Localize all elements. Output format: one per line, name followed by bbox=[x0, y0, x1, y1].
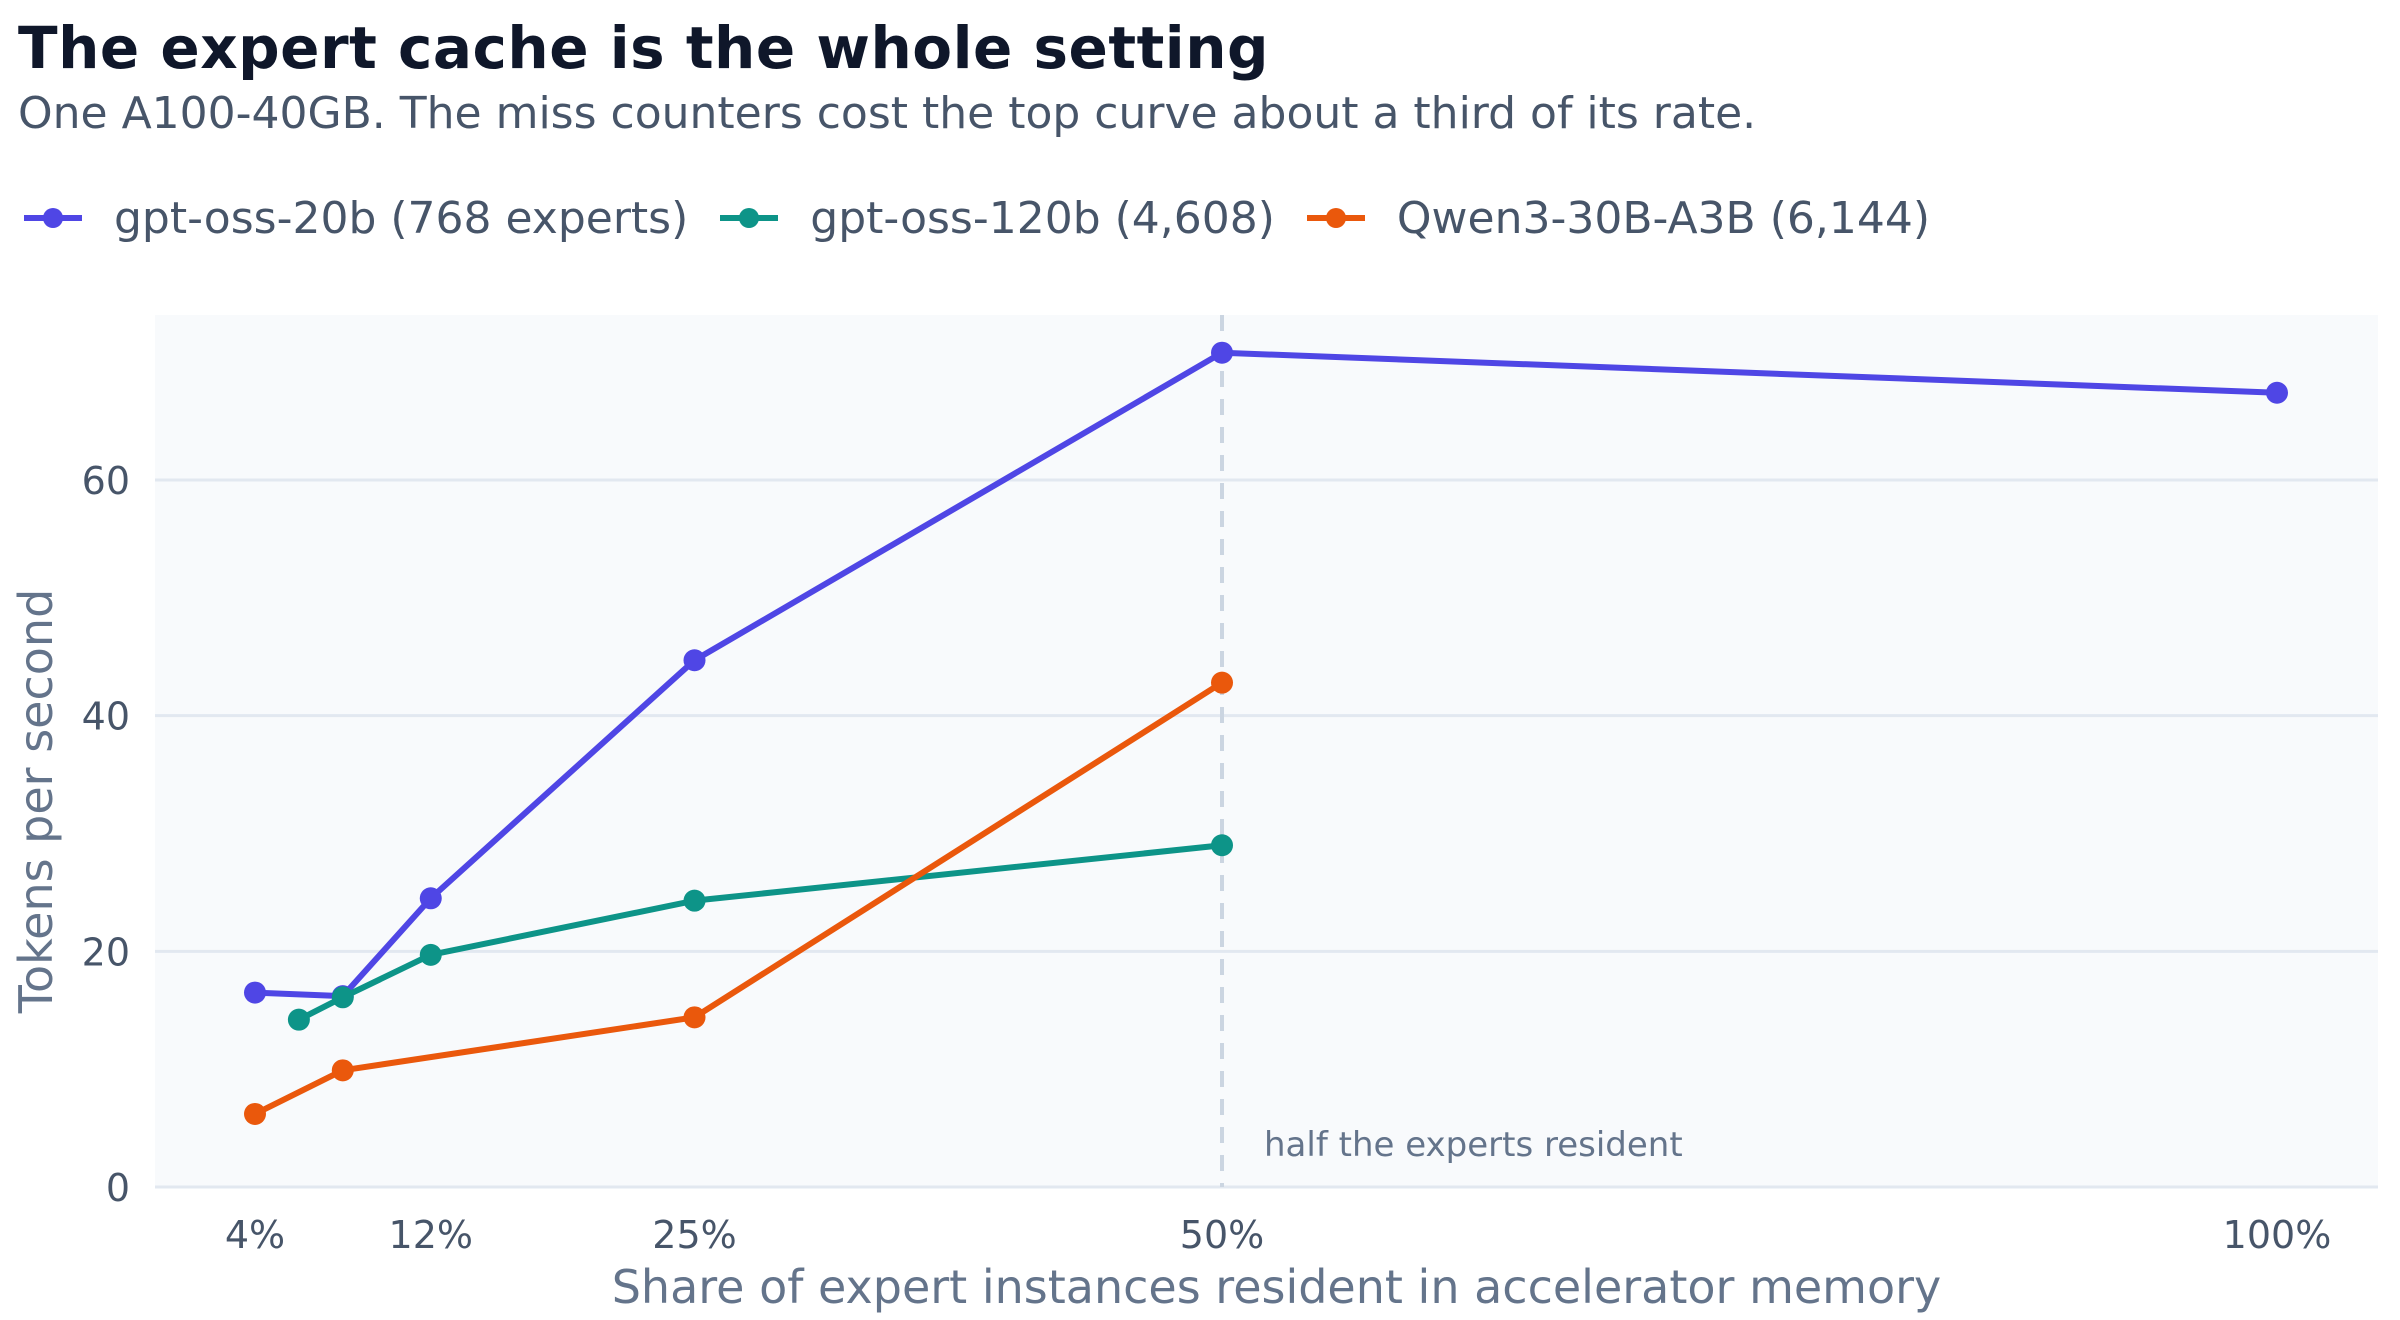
legend-item-gpt-oss-20b: gpt-oss-20b (768 experts) bbox=[24, 193, 688, 244]
y-tick-label-20: 20 bbox=[82, 930, 130, 974]
data-point-gpt-oss-20b-4 bbox=[1211, 341, 1234, 364]
x-tick-label-4pct: 4% bbox=[225, 1213, 285, 1257]
x-tick-label-50pct: 50% bbox=[1180, 1213, 1264, 1257]
legend-label-qwen3-30b: Qwen3-30B-A3B (6,144) bbox=[1396, 192, 1931, 244]
legend-swatch-gpt-oss-120b bbox=[720, 208, 779, 228]
legend-label-gpt-oss-120b: gpt-oss-120b (4,608) bbox=[810, 192, 1275, 244]
data-point-gpt-oss-120b-0 bbox=[287, 1008, 310, 1031]
legend-item-gpt-oss-120b: gpt-oss-120b (4,608) bbox=[720, 193, 1275, 244]
data-point-gpt-oss-20b-0 bbox=[244, 981, 266, 1004]
data-point-gpt-oss-120b-1 bbox=[331, 986, 354, 1009]
data-point-gpt-oss-120b-2 bbox=[419, 943, 442, 966]
legend-swatch-qwen3-30b bbox=[1306, 208, 1365, 228]
legend-swatch-gpt-oss-20b bbox=[24, 208, 82, 228]
data-point-qwen3-30b-3 bbox=[1211, 671, 1234, 694]
legend-label-gpt-oss-20b: gpt-oss-20b (768 experts) bbox=[114, 192, 689, 244]
legend: gpt-oss-20b (768 experts) gpt-oss-120b (… bbox=[24, 188, 1962, 248]
data-point-qwen3-30b-0 bbox=[244, 1102, 266, 1125]
annotation-label-half: half the experts resident bbox=[1264, 1125, 1683, 1165]
y-axis-label: Tokens per second bbox=[9, 589, 63, 1015]
series-line-qwen3-30b bbox=[252, 679, 1226, 1117]
series-line-gpt-oss-20b bbox=[252, 349, 2280, 1000]
plot-background bbox=[155, 315, 2378, 1187]
x-tick-label-25pct: 25% bbox=[652, 1213, 736, 1257]
x-tick-label-100pct: 100% bbox=[2223, 1213, 2332, 1257]
data-point-gpt-oss-20b-3 bbox=[683, 649, 706, 672]
data-point-qwen3-30b-1 bbox=[331, 1059, 354, 1082]
x-axis-label: Share of expert instances resident in ac… bbox=[612, 1260, 1942, 1314]
data-point-gpt-oss-20b-5 bbox=[2266, 381, 2288, 404]
x-tick-label-12pct: 12% bbox=[389, 1213, 473, 1257]
chart-subtitle: One A100-40GB. The miss counters cost th… bbox=[18, 88, 1757, 139]
legend-item-qwen3-30b: Qwen3-30B-A3B (6,144) bbox=[1306, 192, 1931, 244]
y-tick-label-40: 40 bbox=[82, 695, 130, 739]
y-tick-label-0: 0 bbox=[106, 1166, 130, 1210]
data-point-gpt-oss-20b-2 bbox=[419, 887, 442, 910]
data-point-gpt-oss-120b-3 bbox=[683, 889, 706, 912]
chart-title: The expert cache is the whole setting bbox=[18, 14, 1269, 82]
data-point-qwen3-30b-2 bbox=[683, 1006, 706, 1029]
data-point-gpt-oss-120b-4 bbox=[1211, 834, 1234, 857]
y-tick-label-60: 60 bbox=[82, 459, 130, 503]
